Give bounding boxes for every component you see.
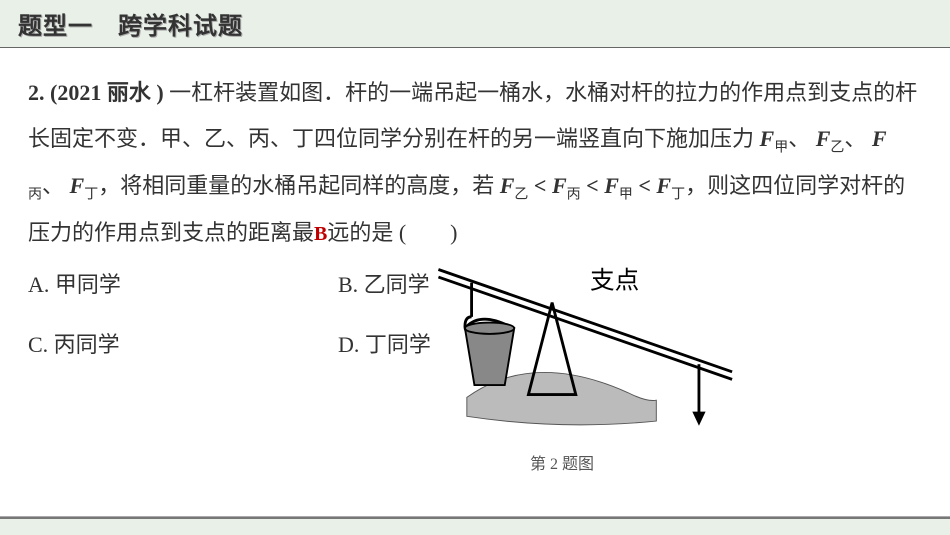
fulcrum-label: 支点 [590,266,639,294]
ineq-f-yi: F [500,173,515,198]
question-text-2: ，将相同重量的水桶吊起同样的高度，若 [98,173,500,198]
sep3: 、 [42,173,70,198]
figure-caption: 第 2 题图 [530,450,594,474]
lever-figure: 支点 [420,260,760,440]
sub-jia-1: 甲 [774,141,788,156]
ineq-f-jia: F [604,173,619,198]
option-c: C. 丙同学 [28,322,338,368]
sub-bing-2: 丙 [567,187,581,202]
sub-ding-2: 丁 [671,187,685,202]
sub-yi-1: 乙 [830,141,844,156]
force-f-jia: F [760,126,775,151]
sep2: 、 [844,126,872,151]
ineq-f-ding: F [656,173,671,198]
question-number: 2. (2021 丽水 ) [28,80,169,105]
title-divider [0,47,950,48]
answer-marker: B [314,223,327,245]
force-f-bing: F [872,126,887,151]
sub-ding-1: 丁 [84,187,98,202]
sep1: 、 [788,126,816,151]
section-title: 题型一 跨学科试题 [0,0,950,47]
sub-bing-1: 丙 [28,187,42,202]
option-a: A. 甲同学 [28,262,338,308]
footer-band [0,517,950,535]
sub-yi-2: 乙 [514,187,528,202]
lt2: < [581,173,599,198]
ineq-f-bing: F [552,173,567,198]
force-f-ding: F [70,173,85,198]
lt1: < [528,173,546,198]
question-text-4: 远的是 ( ) [327,220,457,245]
sub-jia-2: 甲 [619,187,633,202]
lt3: < [633,173,651,198]
force-f-yi: F [816,126,831,151]
